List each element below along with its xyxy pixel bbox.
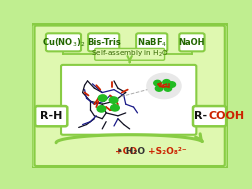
Text: • H₂O: • H₂O [116,147,144,156]
Text: NaOH: NaOH [178,38,204,47]
FancyBboxPatch shape [179,33,204,51]
FancyBboxPatch shape [30,23,228,169]
Text: R-: R- [194,111,207,121]
Text: +CO: +CO [114,147,136,156]
FancyBboxPatch shape [35,26,224,166]
Text: NaBF$_4$: NaBF$_4$ [136,36,166,49]
Circle shape [153,80,161,86]
Text: Bis-Tris: Bis-Tris [86,38,120,47]
Circle shape [110,105,119,111]
Circle shape [155,86,162,91]
FancyBboxPatch shape [35,106,67,126]
Text: +S₂O₈²⁻: +S₂O₈²⁻ [148,147,186,156]
Circle shape [164,86,171,91]
Text: Cu(NO$_3$)$_2$: Cu(NO$_3$)$_2$ [42,36,85,49]
Text: Self-assembly in H$_2$O: Self-assembly in H$_2$O [90,49,168,59]
Text: R-H: R-H [40,111,62,121]
FancyBboxPatch shape [61,65,196,135]
Circle shape [167,82,175,87]
Circle shape [109,97,117,103]
FancyBboxPatch shape [88,33,119,51]
FancyBboxPatch shape [94,48,164,60]
Circle shape [146,73,180,99]
FancyBboxPatch shape [46,33,81,51]
Text: COOH: COOH [208,111,244,121]
FancyBboxPatch shape [136,33,167,51]
Circle shape [162,80,170,85]
Circle shape [98,95,107,101]
Circle shape [97,106,105,112]
FancyBboxPatch shape [192,106,225,126]
